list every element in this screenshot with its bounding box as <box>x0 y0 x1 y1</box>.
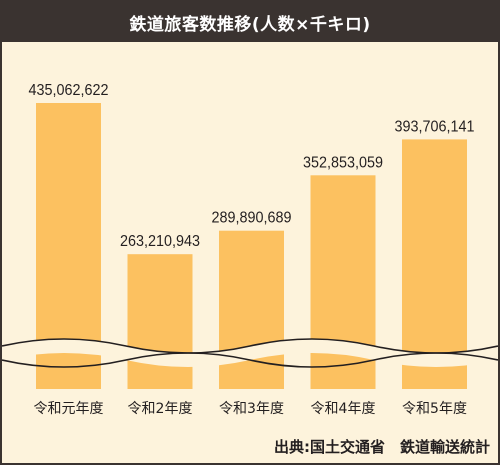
category-label-4: 令和4年度 <box>311 401 376 417</box>
bar-3 <box>219 230 284 389</box>
category-label-3: 令和3年度 <box>219 401 284 417</box>
value-label-4: 352,853,059 <box>303 154 383 171</box>
source-note: 出典:国土交通省 鉄道輸送統計 <box>273 438 490 456</box>
value-label-2: 263,210,943 <box>120 233 200 250</box>
value-label-1: 435,062,622 <box>29 82 109 99</box>
bar-5 <box>402 139 467 389</box>
axis-break-line-top <box>2 338 498 354</box>
value-label-3: 289,890,689 <box>212 210 292 227</box>
axis-break-line-bottom <box>2 352 498 368</box>
value-label-5: 393,706,141 <box>395 118 475 135</box>
chart-title: 鉄道旅客数推移(人数×千キロ) <box>2 2 498 42</box>
bar-2 <box>127 254 193 389</box>
category-label-5: 令和5年度 <box>402 401 467 417</box>
axis-break <box>2 338 498 368</box>
category-label-1: 令和元年度 <box>34 401 104 417</box>
category-label-2: 令和2年度 <box>128 401 193 417</box>
